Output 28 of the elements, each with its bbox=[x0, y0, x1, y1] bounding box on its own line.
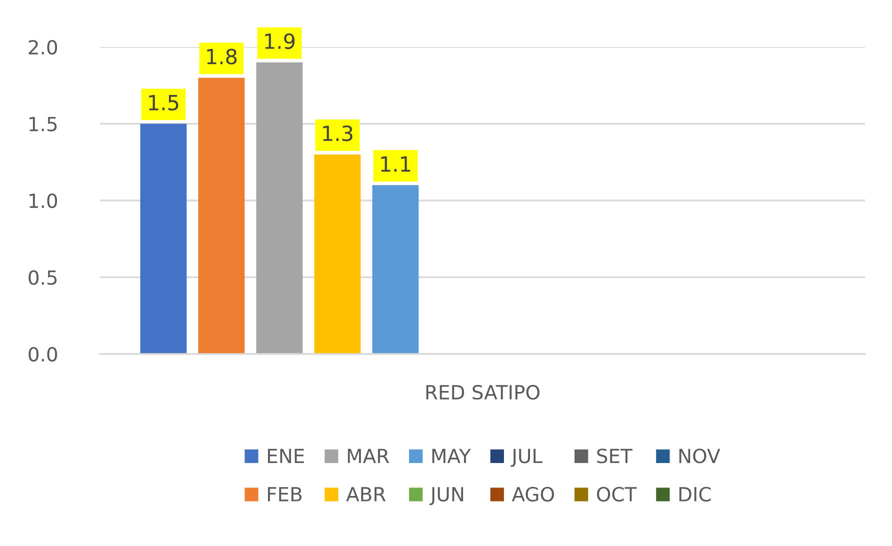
y-tick-label: 1.0 bbox=[30, 193, 58, 208]
x-tick-label: RED SATIPO bbox=[426, 384, 540, 400]
legend-label: JUN bbox=[429, 487, 464, 506]
data-label: 1.8 bbox=[207, 48, 237, 64]
data-label: 1.1 bbox=[381, 156, 410, 172]
legend-label: JUL bbox=[510, 448, 542, 467]
legend-label: ENE bbox=[268, 448, 304, 464]
bar bbox=[140, 124, 187, 354]
legend-label: SET bbox=[597, 448, 632, 464]
data-label: 1.9 bbox=[265, 33, 295, 50]
y-tick-label: 0.5 bbox=[28, 270, 57, 285]
legend-label: FEB bbox=[268, 487, 302, 502]
legend-label: MAY bbox=[432, 448, 471, 464]
data-label: 1.3 bbox=[323, 125, 352, 142]
y-tick-label: 1.5 bbox=[30, 116, 57, 132]
bar bbox=[256, 62, 303, 354]
bar bbox=[372, 185, 419, 354]
y-tick-label: 2.0 bbox=[28, 40, 58, 55]
legend-label: ABR bbox=[346, 487, 386, 502]
legend-label: DIC bbox=[679, 486, 711, 502]
legend-label: MAR bbox=[348, 448, 390, 464]
bar bbox=[198, 78, 245, 354]
y-tick-label: 0.0 bbox=[28, 346, 58, 362]
bar bbox=[314, 154, 361, 354]
legend-label: OCT bbox=[596, 486, 637, 502]
legend-label: NOV bbox=[679, 448, 720, 464]
legend-label: AGO bbox=[512, 486, 554, 502]
data-label: 1.5 bbox=[149, 95, 178, 111]
